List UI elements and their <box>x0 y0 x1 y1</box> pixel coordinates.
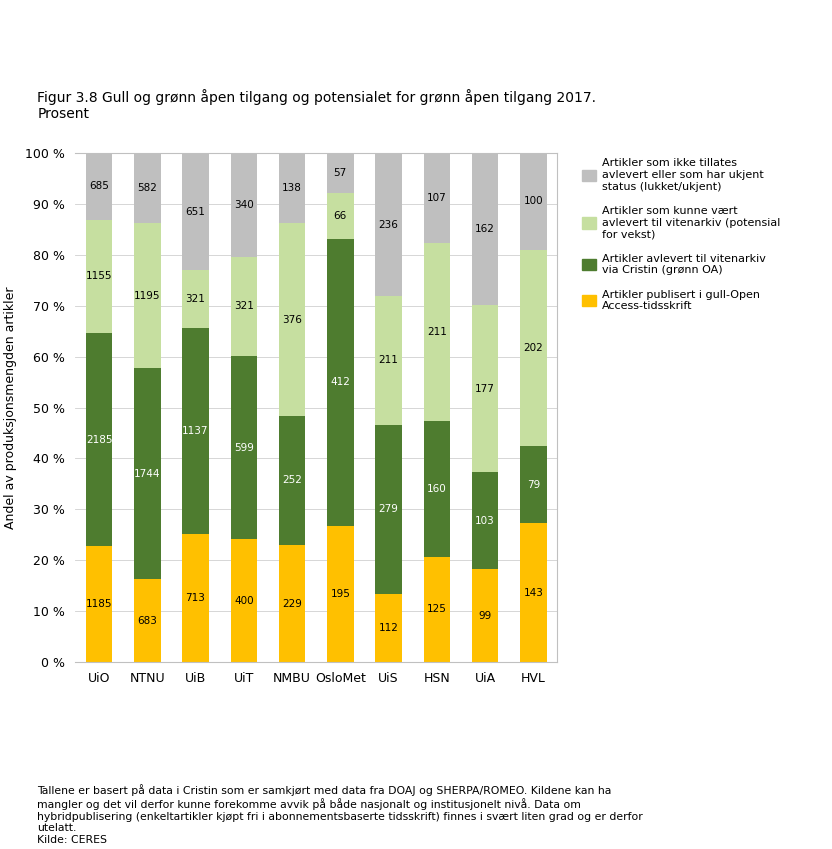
Legend: Artikler som ikke tillates
avlevert eller som har ukjent
status (lukket/ukjent),: Artikler som ikke tillates avlevert elle… <box>582 159 780 312</box>
Bar <box>86 547 112 662</box>
Text: 599: 599 <box>234 442 254 453</box>
Bar <box>327 193 354 239</box>
Text: 107: 107 <box>427 193 447 203</box>
Bar <box>230 257 257 356</box>
Bar <box>472 153 498 306</box>
Text: 651: 651 <box>186 206 206 216</box>
Bar <box>182 329 209 533</box>
Text: 195: 195 <box>330 589 350 599</box>
Text: 177: 177 <box>475 384 495 394</box>
Bar <box>375 153 402 296</box>
Text: 100: 100 <box>523 196 543 206</box>
Bar <box>375 424 402 594</box>
Text: 252: 252 <box>282 475 302 486</box>
Bar <box>423 421 450 557</box>
Text: 229: 229 <box>282 599 302 609</box>
Text: 412: 412 <box>330 378 350 387</box>
Bar <box>182 270 209 329</box>
Bar <box>423 153 450 243</box>
Bar <box>230 356 257 539</box>
Text: 79: 79 <box>527 480 540 490</box>
Text: Figur 3.8 Gull og grønn åpen tilgang og potensialet for grønn åpen tilgang 2017.: Figur 3.8 Gull og grønn åpen tilgang og … <box>37 89 597 121</box>
Bar <box>279 153 305 223</box>
Bar <box>472 472 498 569</box>
Bar <box>182 153 209 270</box>
Text: 1744: 1744 <box>134 469 161 479</box>
Text: 1195: 1195 <box>134 290 161 301</box>
Bar <box>472 306 498 472</box>
Bar <box>375 594 402 662</box>
Text: 321: 321 <box>234 301 254 312</box>
Text: 340: 340 <box>234 200 254 210</box>
Bar <box>375 296 402 424</box>
Bar <box>279 223 305 416</box>
Text: 1185: 1185 <box>86 599 112 610</box>
Y-axis label: Andel av produksjonsmengden artikler: Andel av produksjonsmengden artikler <box>4 286 17 529</box>
Bar <box>327 526 354 662</box>
Bar <box>134 580 161 662</box>
Bar <box>134 223 161 368</box>
Bar <box>182 533 209 662</box>
Bar <box>520 250 547 447</box>
Bar <box>279 545 305 662</box>
Bar <box>86 220 112 333</box>
Text: 138: 138 <box>282 183 302 193</box>
Text: 57: 57 <box>334 168 347 177</box>
Bar <box>134 153 161 223</box>
Bar <box>423 243 450 421</box>
Text: 160: 160 <box>427 484 447 494</box>
Text: 685: 685 <box>89 182 109 191</box>
Bar <box>230 539 257 662</box>
Text: Tallene er basert på data i Cristin som er samkjørt med data fra DOAJ og SHERPA/: Tallene er basert på data i Cristin som … <box>37 784 643 845</box>
Text: 143: 143 <box>523 588 543 598</box>
Text: 99: 99 <box>478 610 492 621</box>
Text: 1137: 1137 <box>182 426 209 436</box>
Text: 66: 66 <box>334 211 347 221</box>
Bar <box>520 523 547 662</box>
Text: 376: 376 <box>282 315 302 324</box>
Text: 103: 103 <box>475 515 495 526</box>
Text: 582: 582 <box>137 183 157 193</box>
Bar <box>327 239 354 526</box>
Bar <box>423 557 450 662</box>
Text: 125: 125 <box>427 604 447 615</box>
Text: 1155: 1155 <box>86 272 112 281</box>
Bar <box>327 153 354 193</box>
Text: 162: 162 <box>475 224 495 234</box>
Text: 202: 202 <box>523 343 543 353</box>
Bar <box>472 569 498 662</box>
Bar <box>230 153 257 257</box>
Text: 713: 713 <box>186 593 206 603</box>
Text: 236: 236 <box>379 220 399 229</box>
Bar <box>279 416 305 545</box>
Bar <box>134 368 161 580</box>
Text: 211: 211 <box>379 356 399 365</box>
Text: 279: 279 <box>379 504 399 514</box>
Text: 211: 211 <box>427 328 447 337</box>
Text: 683: 683 <box>137 616 157 626</box>
Text: 112: 112 <box>379 623 399 633</box>
Text: 400: 400 <box>234 596 254 606</box>
Text: 321: 321 <box>186 295 206 304</box>
Bar <box>86 333 112 547</box>
Bar <box>520 153 547 250</box>
Bar <box>86 153 112 220</box>
Bar <box>520 447 547 523</box>
Text: 2185: 2185 <box>86 435 112 445</box>
